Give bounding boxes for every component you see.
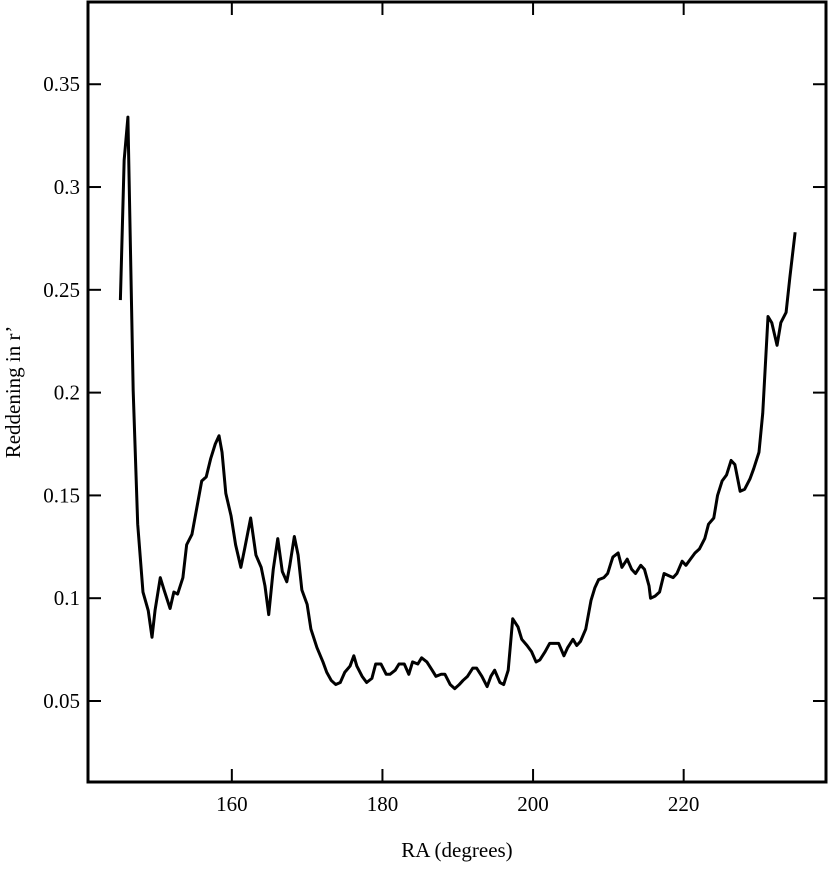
x-tick-label: 220 [668,792,700,816]
x-axis-label: RA (degrees) [401,838,512,862]
y-tick-label: 0.2 [54,381,80,405]
y-tick-label: 0.15 [43,483,80,507]
y-tick-label: 0.25 [43,278,80,302]
y-tick-label: 0.3 [54,175,80,199]
y-tick-label: 0.05 [43,689,80,713]
plot-frame [86,0,828,784]
x-tick-label: 160 [216,792,248,816]
data-line [118,115,797,691]
y-tick-label: 0.35 [43,72,80,96]
y-tick-label: 0.1 [54,586,80,610]
y-axis-label: Reddening in r’ [1,326,25,459]
x-tick-label: 180 [367,792,399,816]
x-tick-label: 200 [517,792,549,816]
